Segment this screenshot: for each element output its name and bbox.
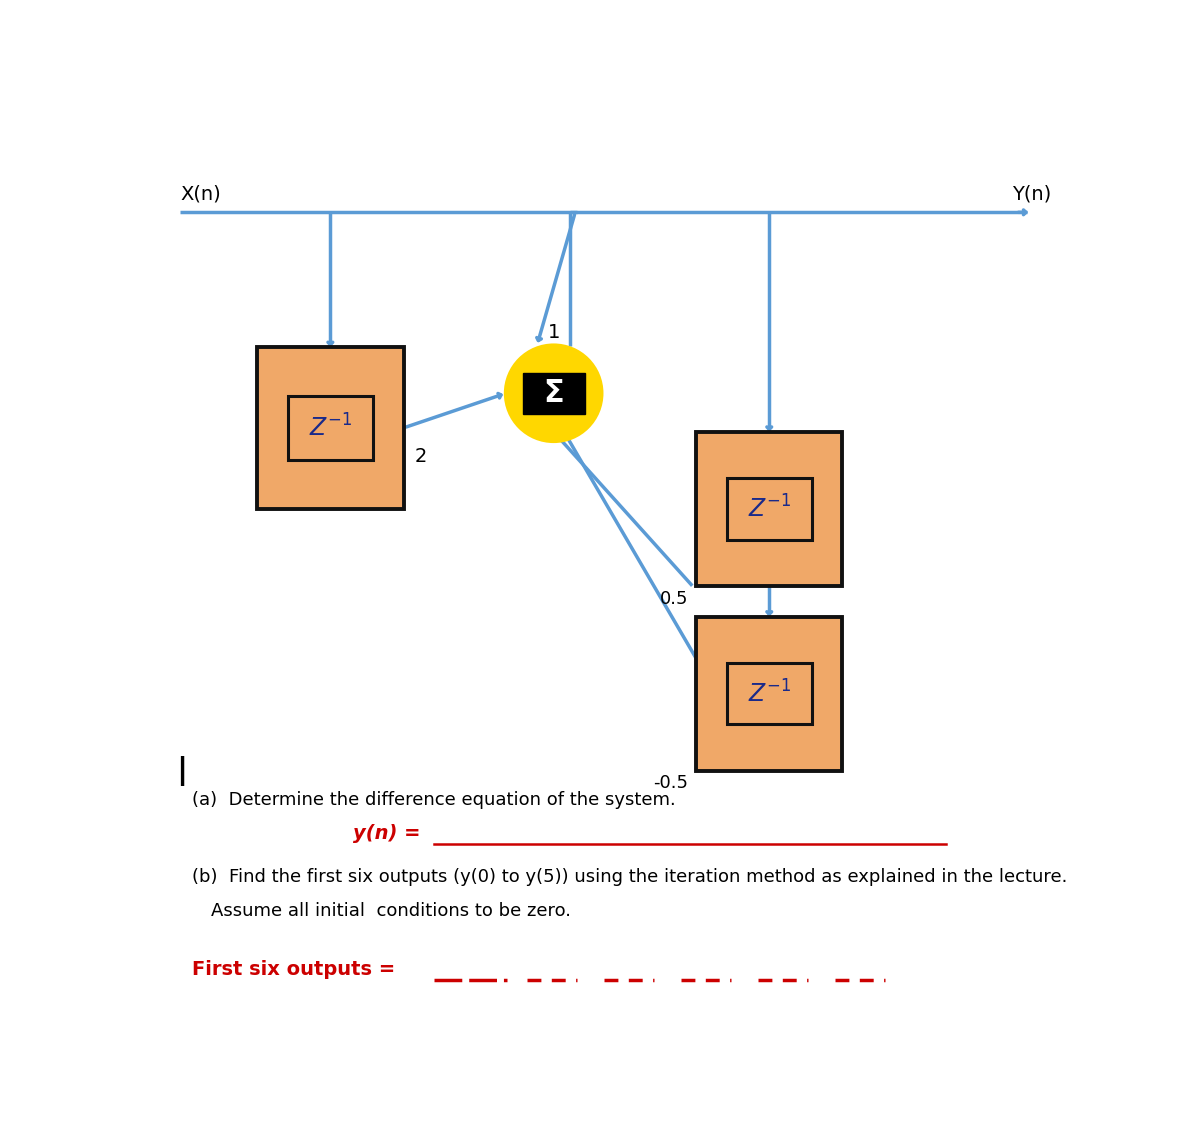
Text: X(n): X(n) <box>180 184 221 203</box>
Bar <box>523 373 584 414</box>
Text: -0.5: -0.5 <box>654 775 689 793</box>
Text: 2: 2 <box>415 447 428 466</box>
Text: $Z^{-1}$: $Z^{-1}$ <box>748 496 791 523</box>
Bar <box>696 432 843 586</box>
Text: |: | <box>177 755 188 786</box>
Text: Assume all initial  conditions to be zero.: Assume all initial conditions to be zero… <box>212 902 571 920</box>
Text: Y(n): Y(n) <box>1012 184 1051 203</box>
Text: $Z^{-1}$: $Z^{-1}$ <box>309 414 352 441</box>
Text: 0.5: 0.5 <box>660 590 689 608</box>
Text: First six outputs =: First six outputs = <box>192 959 395 979</box>
Bar <box>257 347 404 509</box>
Bar <box>727 477 811 540</box>
Text: Σ: Σ <box>543 379 564 408</box>
Text: (b)  Find the first six outputs (y(0) to y(5)) using the iteration method as exp: (b) Find the first six outputs (y(0) to … <box>192 868 1067 886</box>
Bar <box>288 396 373 460</box>
Bar <box>727 662 811 725</box>
Text: 1: 1 <box>547 323 560 341</box>
Bar <box>696 617 843 771</box>
Text: y(n) =: y(n) = <box>353 824 428 844</box>
Text: $Z^{-1}$: $Z^{-1}$ <box>748 680 791 708</box>
Circle shape <box>506 346 601 441</box>
Text: (a)  Determine the difference equation of the system.: (a) Determine the difference equation of… <box>192 790 676 809</box>
